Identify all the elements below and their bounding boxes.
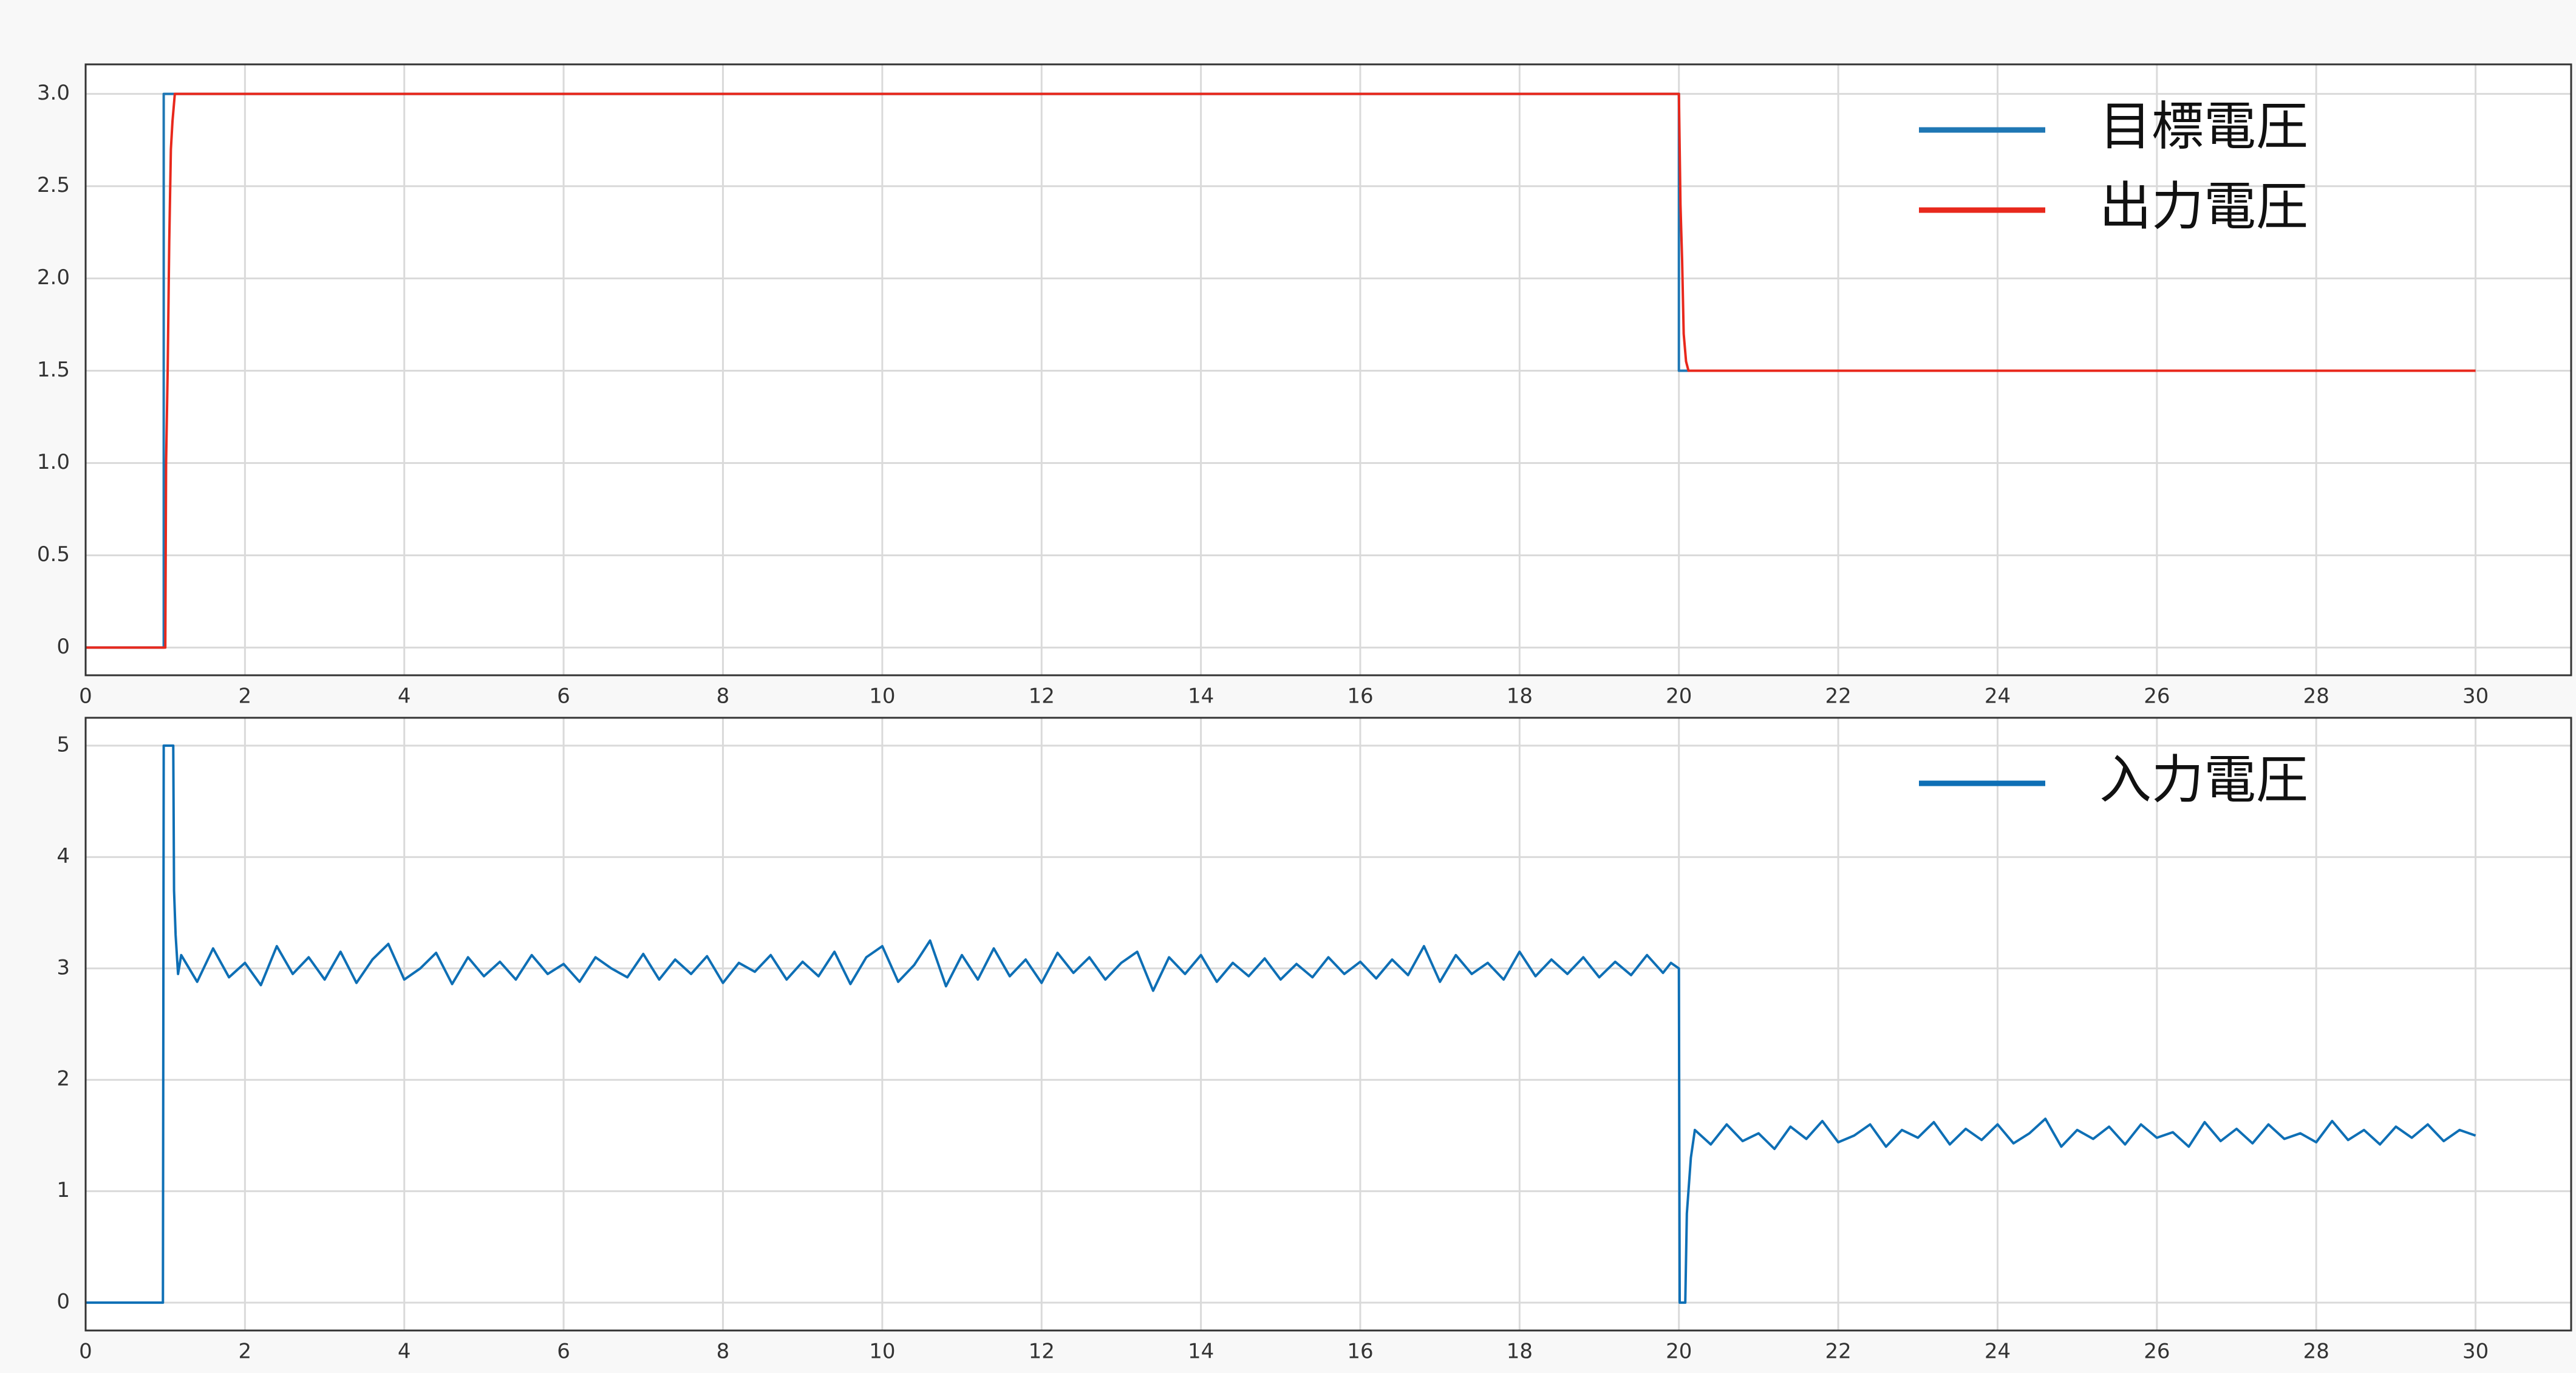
x-tick-label: 24	[1985, 1340, 2011, 1364]
legend-label: 出力電圧	[2099, 176, 2308, 237]
x-tick-label: 30	[2462, 1340, 2489, 1364]
x-tick-label: 16	[1347, 1340, 1373, 1364]
y-tick-label: 2.0	[37, 265, 70, 290]
y-tick-label: 0	[56, 635, 70, 659]
y-tick-label: 2	[56, 1067, 70, 1091]
x-tick-label: 24	[1985, 684, 2011, 709]
x-tick-label: 6	[557, 684, 570, 709]
y-tick-label: 3.0	[37, 81, 70, 105]
x-tick-label: 28	[2303, 684, 2329, 709]
x-tick-label: 10	[869, 684, 895, 709]
y-tick-label: 1	[56, 1178, 70, 1202]
x-tick-label: 28	[2303, 1340, 2329, 1364]
x-tick-label: 2	[239, 1340, 252, 1364]
data-line	[86, 92, 2476, 649]
plot-border	[84, 717, 2572, 1332]
x-tick-label: 20	[1666, 1340, 1692, 1364]
x-tick-label: 30	[2462, 684, 2489, 709]
x-tick-label: 26	[2144, 1340, 2170, 1364]
x-tick-label: 12	[1029, 684, 1055, 709]
x-tick-label: 14	[1188, 1340, 1214, 1364]
y-tick-label: 5	[56, 732, 70, 757]
y-tick-label: 4	[56, 844, 70, 868]
x-tick-label: 22	[1825, 1340, 1851, 1364]
plot-border	[84, 63, 2572, 676]
x-tick-label: 12	[1029, 1340, 1055, 1364]
y-tick-label: 3	[56, 955, 70, 979]
x-tick-label: 8	[717, 684, 730, 709]
x-tick-label: 8	[717, 1340, 730, 1364]
x-tick-label: 10	[869, 1340, 895, 1364]
x-tick-label: 22	[1825, 684, 1851, 709]
x-tick-label: 4	[398, 684, 411, 709]
x-tick-label: 16	[1347, 684, 1373, 709]
x-tick-label: 0	[79, 684, 92, 709]
x-tick-label: 26	[2144, 684, 2170, 709]
y-tick-label: 1.5	[37, 358, 70, 382]
x-tick-label: 18	[1507, 684, 1533, 709]
x-tick-label: 14	[1188, 684, 1214, 709]
data-line	[86, 744, 2476, 1304]
legend-label: 入力電圧	[2099, 749, 2308, 810]
legend-label: 目標電圧	[2099, 96, 2308, 157]
y-tick-label: 0	[56, 1290, 70, 1314]
y-tick-label: 1.0	[37, 450, 70, 474]
x-tick-label: 4	[398, 1340, 411, 1364]
y-tick-label: 0.5	[37, 542, 70, 567]
x-tick-label: 20	[1666, 684, 1692, 709]
x-tick-label: 18	[1507, 1340, 1533, 1364]
y-tick-label: 2.5	[37, 173, 70, 197]
x-tick-label: 0	[79, 1340, 92, 1364]
x-tick-label: 2	[239, 684, 252, 709]
x-tick-label: 6	[557, 1340, 570, 1364]
